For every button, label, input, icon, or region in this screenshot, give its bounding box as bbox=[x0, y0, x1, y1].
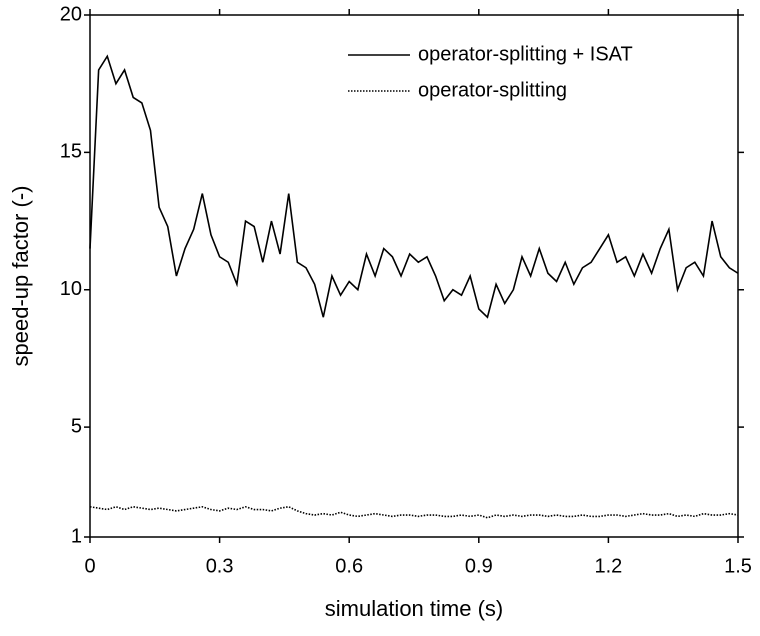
y-tick-label: 10 bbox=[60, 278, 82, 300]
y-tick-label: 15 bbox=[60, 141, 82, 163]
x-tick-label: 0.6 bbox=[335, 555, 363, 577]
legend-label: operator-splitting bbox=[418, 79, 567, 101]
x-tick-label: 0.3 bbox=[206, 555, 234, 577]
y-tick-label: 20 bbox=[60, 3, 82, 25]
plot-frame bbox=[89, 14, 739, 538]
x-tick-label: 1.5 bbox=[724, 555, 752, 577]
legend-label: operator-splitting + ISAT bbox=[418, 43, 633, 65]
x-tick-label: 0 bbox=[84, 555, 95, 577]
series-line bbox=[89, 54, 739, 319]
series-line bbox=[89, 505, 739, 519]
y-axis-label: speed-up factor (-) bbox=[8, 186, 33, 367]
x-axis-label: simulation time (s) bbox=[325, 596, 503, 621]
x-tick-label: 1.2 bbox=[594, 555, 622, 577]
y-tick-label: 1 bbox=[71, 525, 82, 547]
y-tick-label: 5 bbox=[71, 415, 82, 437]
x-tick-label: 0.9 bbox=[465, 555, 493, 577]
